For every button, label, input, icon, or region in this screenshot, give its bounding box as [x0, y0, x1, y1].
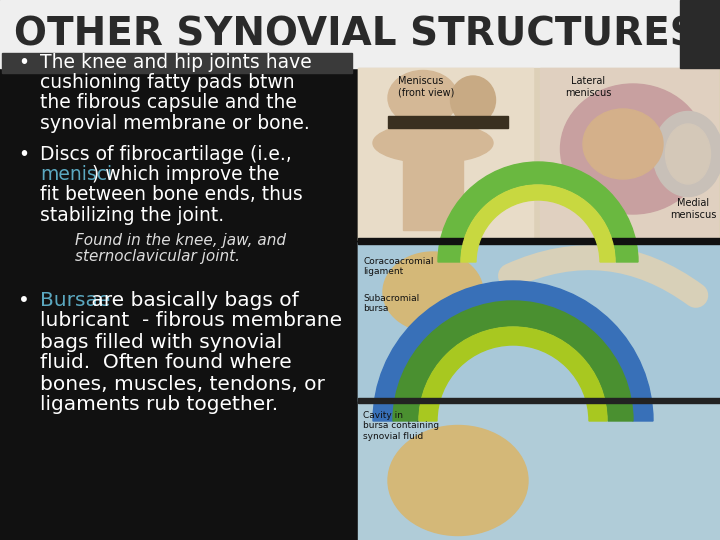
Text: stabilizing the joint.: stabilizing the joint. [40, 206, 224, 225]
Wedge shape [438, 162, 638, 262]
Text: ligaments rub together.: ligaments rub together. [40, 395, 278, 415]
Text: The knee and hip joints have: The knee and hip joints have [40, 52, 312, 71]
Ellipse shape [653, 111, 720, 197]
Text: menisci: menisci [40, 165, 112, 184]
Text: Medial
meniscus: Medial meniscus [670, 198, 716, 220]
Bar [403, 160, 463, 230]
Text: Cavity in
bursa containing
synovial fluid: Cavity in bursa containing synovial flui… [363, 411, 439, 441]
Text: ) which improve the: ) which improve the [92, 165, 279, 184]
Text: lubricant  - fibrous membrane: lubricant - fibrous membrane [40, 312, 342, 330]
Text: •: • [18, 145, 29, 164]
Text: cushioning fatty pads btwn: cushioning fatty pads btwn [40, 73, 294, 92]
Ellipse shape [383, 252, 483, 332]
Ellipse shape [373, 123, 493, 163]
Text: OTHER SYNOVIAL STRUCTURES: OTHER SYNOVIAL STRUCTURES [14, 15, 698, 53]
Text: fit between bone ends, thus: fit between bone ends, thus [40, 186, 302, 205]
Bar [388, 116, 508, 128]
Text: Found in the knee, jaw, and: Found in the knee, jaw, and [75, 233, 286, 247]
Bar [540, 68, 718, 240]
Text: Meniscus
(front view): Meniscus (front view) [398, 76, 454, 98]
FancyArrowPatch shape [510, 258, 696, 295]
Bar [680, 0, 720, 68]
Text: •: • [18, 291, 30, 309]
Wedge shape [419, 327, 607, 421]
Ellipse shape [388, 426, 528, 536]
Ellipse shape [665, 124, 711, 184]
Bar [358, 238, 720, 244]
Text: bags filled with synovial: bags filled with synovial [40, 333, 282, 352]
Text: are basically bags of: are basically bags of [85, 291, 299, 309]
Text: Discs of fibrocartilage (i.e.,: Discs of fibrocartilage (i.e., [40, 145, 292, 164]
Text: Subacromial
bursa: Subacromial bursa [363, 294, 419, 313]
Ellipse shape [388, 71, 458, 125]
Wedge shape [393, 301, 633, 421]
Text: sternoclavicular joint.: sternoclavicular joint. [75, 249, 240, 265]
Bar [358, 398, 720, 403]
Bar [358, 242, 720, 401]
Text: the fibrous capsule and the: the fibrous capsule and the [40, 93, 297, 112]
Text: bones, muscles, tendons, or: bones, muscles, tendons, or [40, 375, 325, 394]
Text: Coracoacromial
ligament: Coracoacromial ligament [363, 257, 433, 276]
Ellipse shape [560, 84, 706, 214]
Text: Lateral
meniscus: Lateral meniscus [564, 76, 611, 98]
Wedge shape [373, 281, 653, 421]
Wedge shape [461, 185, 615, 262]
Bar [358, 242, 720, 540]
Bar [358, 68, 720, 240]
Text: synovial membrane or bone.: synovial membrane or bone. [40, 114, 310, 133]
Bar [2, 53, 352, 73]
Text: •: • [18, 52, 29, 71]
Text: fluid.  Often found where: fluid. Often found where [40, 354, 292, 373]
Ellipse shape [451, 76, 495, 124]
Bar [358, 68, 533, 240]
Bar [0, 0, 720, 68]
Ellipse shape [583, 109, 663, 179]
Text: Bursae: Bursae [40, 291, 110, 309]
